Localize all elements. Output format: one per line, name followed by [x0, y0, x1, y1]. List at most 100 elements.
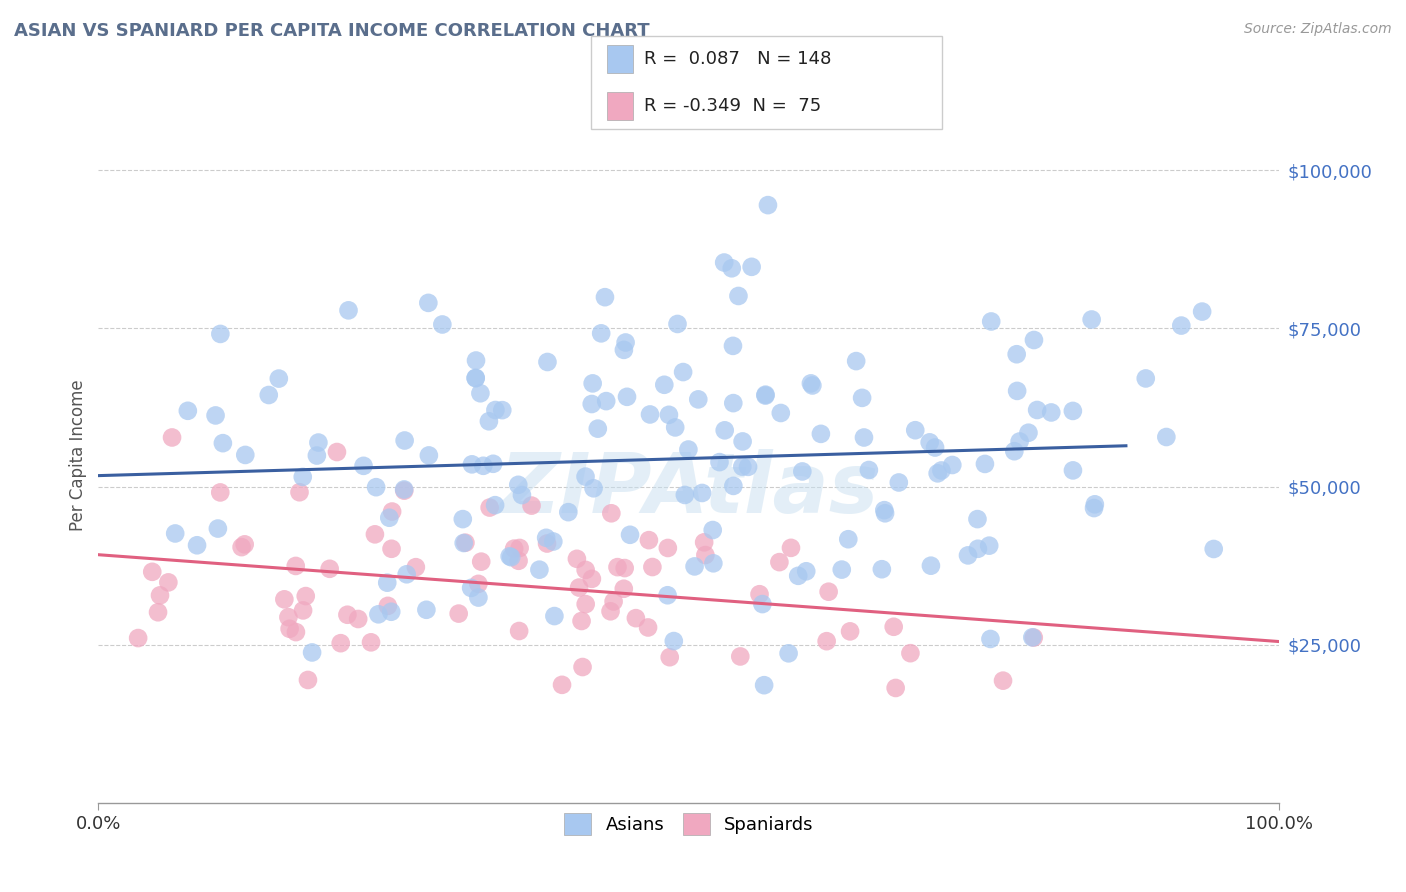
- Point: [688, 392, 710, 407]
- Point: [141, 565, 163, 579]
- Point: [367, 607, 389, 622]
- Point: [461, 458, 484, 472]
- Point: [447, 607, 470, 621]
- Point: [613, 561, 636, 575]
- Point: [754, 387, 776, 401]
- Point: [920, 558, 942, 573]
- Point: [693, 535, 716, 549]
- Point: [1083, 501, 1105, 516]
- Point: [683, 559, 706, 574]
- Point: [613, 343, 636, 357]
- Point: [484, 403, 506, 417]
- Point: [887, 475, 910, 490]
- Point: [157, 575, 180, 590]
- Point: [613, 582, 636, 596]
- Point: [858, 463, 880, 477]
- Point: [212, 436, 235, 450]
- Point: [815, 634, 838, 648]
- Point: [520, 499, 543, 513]
- Point: [595, 394, 617, 409]
- Point: [364, 527, 387, 541]
- Point: [418, 449, 440, 463]
- Point: [460, 581, 482, 595]
- Point: [336, 607, 359, 622]
- Point: [602, 594, 624, 608]
- Point: [831, 563, 853, 577]
- Point: [852, 430, 875, 444]
- Point: [186, 538, 208, 552]
- Point: [284, 558, 307, 573]
- Point: [1062, 404, 1084, 418]
- Point: [1084, 497, 1107, 511]
- Point: [571, 614, 593, 628]
- Point: [931, 463, 953, 477]
- Point: [1026, 403, 1049, 417]
- Point: [127, 631, 149, 645]
- Point: [575, 563, 598, 577]
- Point: [565, 551, 588, 566]
- Point: [326, 445, 349, 459]
- Point: [301, 645, 323, 659]
- Point: [451, 512, 474, 526]
- Point: [292, 603, 315, 617]
- Point: [800, 376, 823, 391]
- Point: [792, 465, 814, 479]
- Point: [991, 673, 1014, 688]
- Point: [768, 555, 790, 569]
- Point: [307, 435, 329, 450]
- Point: [1002, 444, 1025, 458]
- Point: [432, 318, 454, 332]
- Point: [454, 535, 477, 549]
- Point: [360, 635, 382, 649]
- Point: [778, 646, 800, 660]
- Point: [377, 599, 399, 613]
- Point: [787, 569, 810, 583]
- Point: [690, 486, 713, 500]
- Point: [508, 624, 530, 638]
- Point: [568, 581, 591, 595]
- Point: [467, 577, 489, 591]
- Point: [415, 603, 437, 617]
- Point: [1008, 434, 1031, 449]
- Point: [510, 488, 533, 502]
- Point: [551, 678, 574, 692]
- Point: [810, 426, 832, 441]
- Point: [904, 423, 927, 437]
- Point: [482, 457, 505, 471]
- Point: [662, 634, 685, 648]
- Point: [536, 355, 558, 369]
- Point: [883, 620, 905, 634]
- Point: [723, 479, 745, 493]
- Point: [1080, 312, 1102, 326]
- Point: [756, 198, 779, 212]
- Point: [941, 458, 963, 472]
- Point: [491, 403, 513, 417]
- Point: [801, 378, 824, 392]
- Point: [845, 354, 868, 368]
- Point: [146, 605, 169, 619]
- Point: [233, 448, 256, 462]
- Point: [1022, 333, 1045, 347]
- Point: [380, 605, 402, 619]
- Point: [730, 649, 752, 664]
- Point: [678, 442, 700, 457]
- Point: [529, 563, 551, 577]
- Point: [702, 523, 724, 537]
- Point: [652, 377, 675, 392]
- Point: [727, 289, 749, 303]
- Point: [509, 541, 531, 555]
- Point: [464, 371, 486, 385]
- Point: [1170, 318, 1192, 333]
- Point: [571, 660, 593, 674]
- Point: [392, 483, 415, 497]
- Point: [478, 414, 501, 428]
- Point: [160, 430, 183, 444]
- Y-axis label: Per Capita Income: Per Capita Income: [69, 379, 87, 531]
- Text: R =  0.087   N = 148: R = 0.087 N = 148: [644, 50, 831, 68]
- Point: [593, 290, 616, 304]
- Point: [616, 390, 638, 404]
- Point: [1135, 371, 1157, 385]
- Point: [884, 681, 907, 695]
- Point: [974, 457, 997, 471]
- Point: [979, 539, 1001, 553]
